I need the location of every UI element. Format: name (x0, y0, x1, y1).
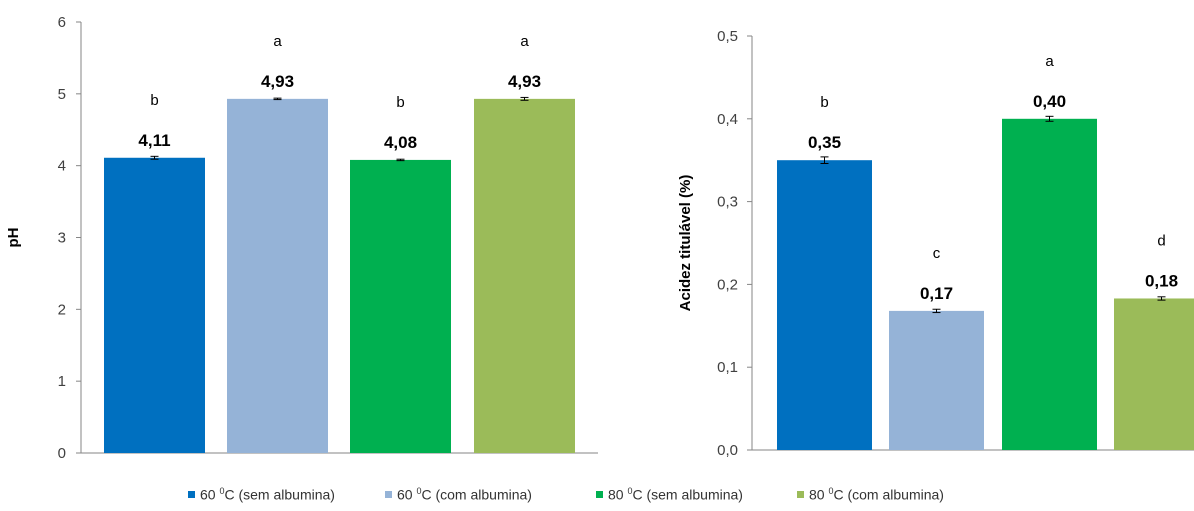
y-tick-label: 0,5 (717, 28, 738, 45)
y-tick-label: 0 (58, 445, 66, 462)
data-label: 0,35 (808, 133, 841, 152)
significance-letter: b (150, 92, 158, 109)
data-label: 0,40 (1033, 92, 1066, 111)
bar (1114, 298, 1194, 450)
data-label: 0,18 (1145, 271, 1178, 290)
significance-letter: b (820, 94, 828, 111)
y-tick-label: 0,3 (717, 194, 738, 211)
bar (104, 157, 205, 453)
y-tick-label: 0,4 (717, 111, 738, 128)
significance-letter: a (520, 33, 529, 50)
significance-letter: a (273, 33, 282, 50)
data-label: 4,93 (261, 72, 294, 91)
data-label: 0,17 (920, 284, 953, 303)
y-tick-label: 2 (58, 301, 66, 318)
significance-letter: d (1157, 232, 1165, 249)
y-axis-label: Acidez titulável (%) (677, 175, 694, 312)
chart-legend: 60 0C (sem albumina) 60 0C (com albumina… (0, 486, 1194, 508)
data-label: 4,08 (384, 133, 417, 152)
legend-label: 60 0C (com albumina) (397, 486, 532, 503)
data-label: 4,11 (138, 131, 170, 150)
legend-label: 60 0C (sem albumina) (200, 486, 335, 503)
significance-letter: c (933, 245, 941, 262)
legend-swatch (797, 490, 804, 498)
data-label: 4,93 (508, 72, 541, 91)
legend-item-80-sem: 80 0C (sem albumina) (596, 486, 743, 503)
y-tick-label: 0,2 (717, 276, 738, 293)
y-tick-label: 0,1 (717, 359, 738, 376)
bar (889, 310, 984, 450)
bar (227, 98, 328, 453)
y-tick-label: 0,0 (717, 442, 738, 459)
y-axis-label: pH (5, 228, 22, 248)
y-tick-label: 6 (58, 14, 66, 31)
bar (474, 98, 575, 453)
legend-label: 80 0C (sem albumina) (608, 486, 743, 503)
significance-letter: b (396, 94, 404, 111)
significance-letter: a (1045, 53, 1054, 70)
y-tick-label: 3 (58, 230, 66, 247)
legend-swatch (596, 490, 603, 498)
legend-label: 80 0C (com albumina) (809, 486, 944, 503)
bar (777, 160, 872, 450)
legend-item-60-sem: 60 0C (sem albumina) (188, 486, 335, 503)
y-tick-label: 1 (58, 373, 66, 390)
y-tick-label: 5 (58, 86, 66, 103)
legend-item-60-com: 60 0C (com albumina) (385, 486, 532, 503)
legend-swatch (188, 490, 195, 498)
bar (1002, 118, 1097, 451)
figure: 0 1 2 3 4 5 6 pH 4,11 b 4,93 a 4,08 b 4,93 a 0,0 0,1 0,2 0,… (5, 14, 1194, 462)
legend-swatch (385, 490, 392, 498)
y-tick-label: 4 (58, 158, 66, 175)
legend-item-80-com: 80 0C (com albumina) (797, 486, 944, 503)
bar (350, 159, 451, 454)
